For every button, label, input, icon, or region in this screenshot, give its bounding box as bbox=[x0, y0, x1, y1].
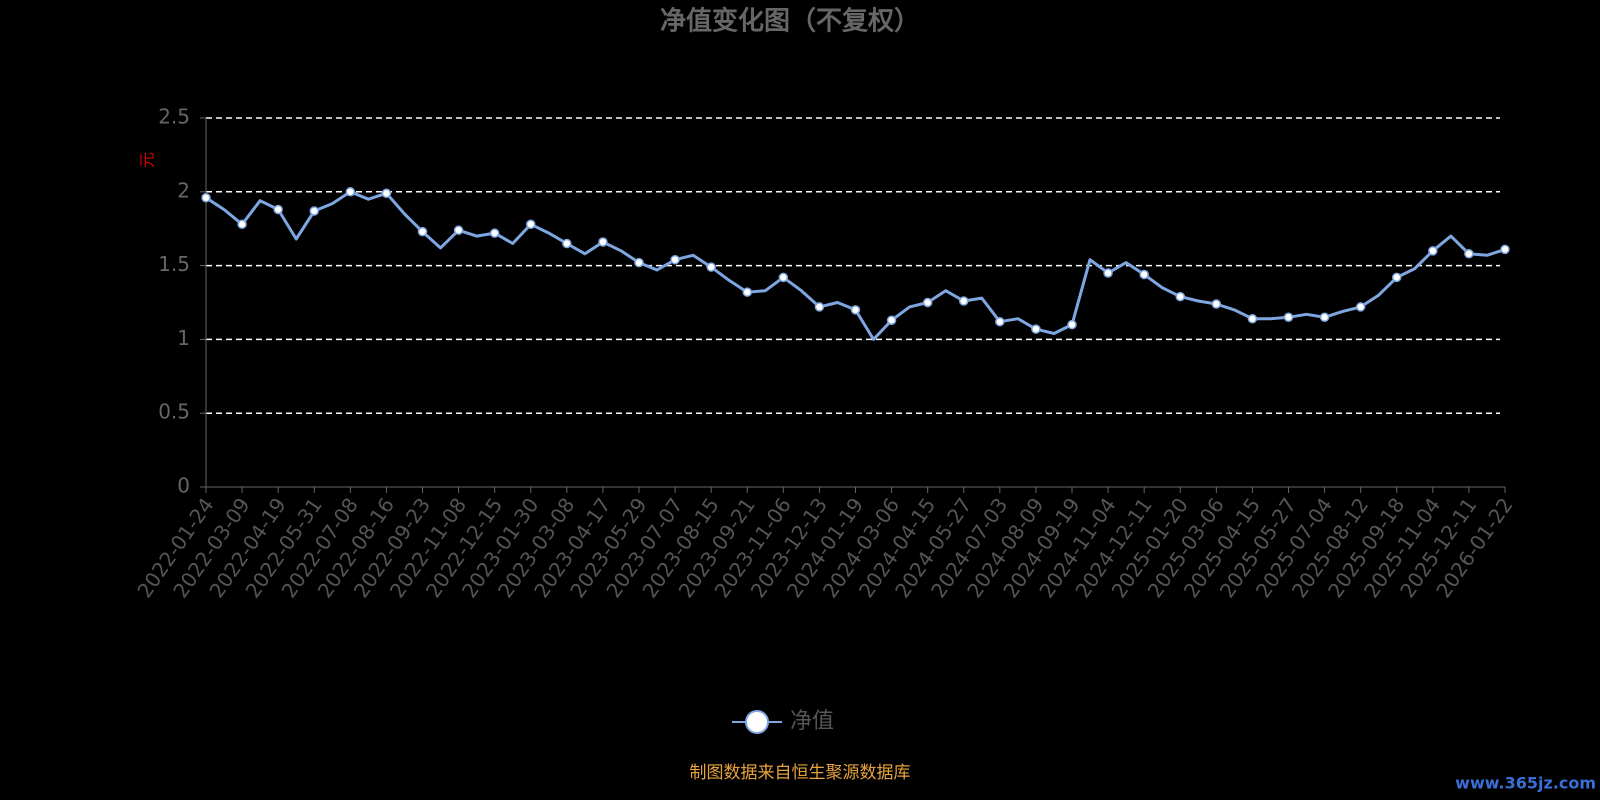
point bbox=[670, 254, 680, 265]
point bbox=[345, 187, 356, 197]
point bbox=[1355, 302, 1366, 312]
y-tick-label: 1 bbox=[177, 326, 190, 350]
point bbox=[959, 296, 969, 306]
point bbox=[417, 226, 428, 237]
y-tick-label: 2.5 bbox=[158, 105, 190, 129]
point bbox=[489, 228, 500, 238]
point bbox=[1211, 299, 1222, 309]
point bbox=[309, 206, 319, 216]
point bbox=[1500, 244, 1510, 255]
point bbox=[1283, 312, 1294, 323]
point bbox=[1464, 249, 1474, 259]
point bbox=[1428, 246, 1438, 256]
source-note: 制图数据来自恒生聚源数据库 bbox=[690, 763, 911, 783]
y-tick-label: 2 bbox=[177, 178, 190, 202]
point bbox=[850, 305, 861, 315]
point bbox=[634, 257, 644, 268]
point bbox=[778, 272, 789, 283]
point bbox=[1175, 291, 1185, 302]
y-axis-label: 元 bbox=[138, 152, 157, 168]
y-tick-label: 0.5 bbox=[158, 400, 190, 424]
point bbox=[886, 315, 897, 325]
point bbox=[381, 188, 392, 199]
point bbox=[237, 219, 247, 230]
point bbox=[1067, 319, 1077, 330]
point bbox=[1031, 324, 1041, 334]
point bbox=[598, 237, 608, 247]
watermark: www.365jz.com bbox=[1455, 774, 1596, 793]
legend-marker bbox=[745, 710, 769, 734]
point bbox=[995, 316, 1005, 327]
legend-label: 净值 bbox=[790, 709, 834, 734]
point bbox=[1319, 312, 1330, 323]
point bbox=[273, 204, 283, 215]
point bbox=[814, 302, 825, 312]
point bbox=[742, 287, 752, 297]
point bbox=[706, 262, 716, 272]
y-tick-label: 1.5 bbox=[158, 252, 190, 276]
point bbox=[922, 297, 933, 308]
point bbox=[562, 238, 572, 249]
point bbox=[453, 225, 464, 235]
point bbox=[1103, 268, 1113, 278]
y-tick-label: 0 bbox=[177, 474, 190, 498]
point bbox=[201, 192, 211, 203]
chart-title: 净值变化图（不复权） bbox=[660, 6, 920, 37]
point bbox=[1247, 313, 1258, 324]
point bbox=[1392, 272, 1402, 283]
point bbox=[1139, 269, 1149, 280]
point bbox=[526, 219, 536, 230]
